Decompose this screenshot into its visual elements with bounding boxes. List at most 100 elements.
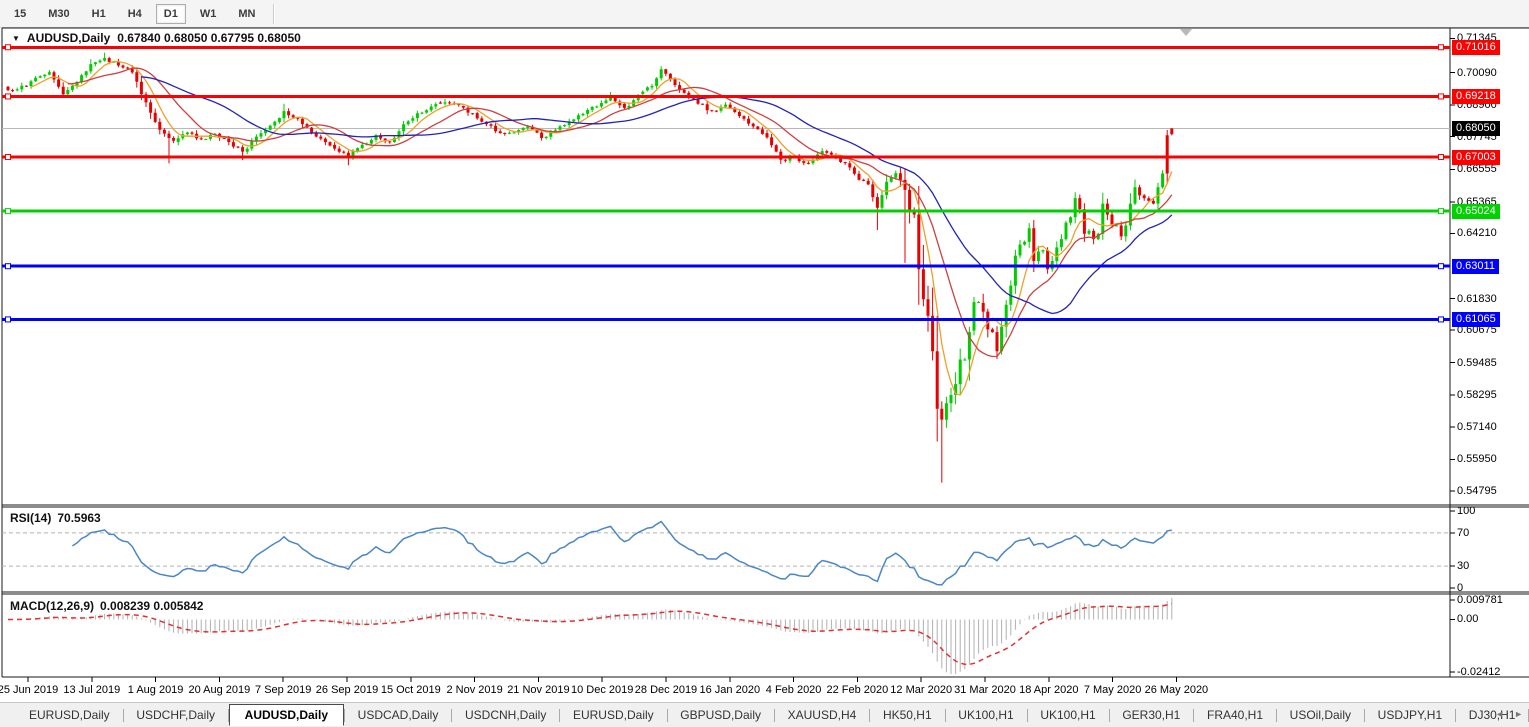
date-label: 28 Dec 2019 [634,684,698,696]
price-badge-0.69218: 0.69218 [1452,88,1500,104]
rsi-tick-label: 100 [1457,505,1476,517]
symbol-tab-USDCNH,Daily[interactable]: USDCNH,Daily [464,708,547,722]
rsi-caption: RSI(14) 70.5963 [10,511,101,525]
chart-symbol: AUDUSD,Daily [26,31,111,45]
chart-title: ▼ AUDUSD,Daily 0.67840 0.68050 0.67795 0… [12,31,301,45]
hline-anchor[interactable] [1438,316,1444,323]
chart-shift-marker[interactable] [1180,29,1192,36]
price-tick-label: 0.54795 [1457,484,1497,497]
tab-separator [1364,708,1365,722]
price-tick-label: 0.57140 [1457,420,1497,433]
macd-tick-label: -0.02412 [1457,666,1501,678]
rsi-name: RSI(14) [10,511,52,525]
symbol-tab-EURUSD,Daily[interactable]: EURUSD,Daily [29,708,110,722]
candle-wicks-down [7,56,1173,483]
timeframe-button-W1[interactable]: W1 [199,7,217,20]
price-tick-label: 0.59485 [1457,356,1497,369]
symbol-tab-HK50,H1[interactable]: HK50,H1 [882,708,932,722]
date-label: 31 Mar 2020 [954,684,1016,696]
date-label: 26 Sep 2019 [315,684,379,696]
candle-bodies-up [15,58,1165,420]
tab-separator [1026,708,1028,722]
hline-anchor[interactable] [5,208,11,215]
tab-separator [344,708,345,722]
tab-scroll-left-icon[interactable]: ◄ [1495,709,1505,719]
symbol-tab-GBPUSD,Daily[interactable]: GBPUSD,Daily [680,708,761,722]
ma-30-line [141,76,1173,315]
tab-separator [944,708,946,722]
rsi-tick-label: 0 [1457,582,1464,594]
hline-anchor[interactable] [5,263,11,270]
symbol-tab-XAUUSD,H4[interactable]: XAUUSD,H4 [787,708,857,722]
price-tick-label: 0.70090 [1457,66,1497,79]
symbol-tab-USDCAD,Daily[interactable]: USDCAD,Daily [357,708,439,722]
symbol-tab-EURUSD,Daily[interactable]: EURUSD,Daily [572,708,654,722]
hline-anchor[interactable] [5,93,11,100]
toolbar-separator [273,3,276,24]
tab-scroll-right-icon[interactable]: ► [1514,709,1523,719]
rsi-value: 70.5963 [57,511,101,525]
tab-separator [666,708,668,722]
price-tick-label: 0.55950 [1457,453,1497,466]
timeframe-button-15[interactable]: 15 [14,7,27,20]
symbol-tab-GER30,H1[interactable]: GER30,H1 [1122,708,1181,722]
hline-anchor[interactable] [1438,44,1444,51]
symbol-tab-UK100,H1[interactable]: UK100,H1 [958,708,1014,722]
tab-separator [1108,708,1110,722]
hline-anchor[interactable] [1438,263,1444,270]
price-badge-0.67003: 0.67003 [1452,149,1500,165]
timeframe-button-MN[interactable]: MN [238,7,256,20]
symbol-tab-USDJPY,H1[interactable]: USDJPY,H1 [1377,708,1443,722]
hline-anchor[interactable] [5,44,11,51]
price-tick-label: 0.61830 [1457,292,1497,305]
rsi-tick-label: 70 [1457,526,1470,539]
hline-anchor[interactable] [5,316,11,323]
symbol-tabbar: EURUSD,Daily USDCHF,Daily AUDUSD,Daily USDC… [0,702,1529,727]
symbol-tab-DJ30,H1[interactable]: DJ30,H1 [1468,708,1516,722]
tab-separator [451,708,452,722]
ma-14-line [67,67,1173,358]
price-tick-label: 0.58295 [1457,389,1497,402]
price-tick-label: 0.60675 [1457,324,1497,337]
symbol-tab-FRA40,H1[interactable]: FRA40,H1 [1207,708,1264,722]
price-badge-0.68050: 0.68050 [1452,120,1500,136]
timeframe-button-M30[interactable]: M30 [48,7,70,20]
hline-anchor[interactable] [1438,93,1444,100]
chart-ohlc: 0.67840 0.68050 0.67795 0.68050 [117,31,301,45]
price-badge-0.63011: 0.63011 [1452,258,1499,274]
tab-separator [869,708,870,722]
symbol-tab-UK100,H1[interactable]: UK100,H1 [1040,708,1096,722]
macd-caption: MACD(12,26,9) 0.008239 0.005842 [10,599,203,613]
price-badge-0.65024: 0.65024 [1452,203,1500,219]
timeframe-button-H1[interactable]: H1 [91,7,106,20]
date-label: 26 May 2020 [1144,684,1209,696]
hline-anchor[interactable] [5,154,11,161]
tab-scroll-arrows: ◄ ► [1495,709,1523,719]
tab-separator [1276,708,1277,722]
date-label: 21 Nov 2019 [507,684,570,696]
tab-separator [1193,708,1194,722]
hline-anchor[interactable] [1438,154,1444,161]
date-label: 22 Feb 2020 [826,684,889,696]
tab-separator [773,708,775,722]
hline-anchor[interactable] [1438,208,1444,215]
date-label: 25 Jun 2019 [0,684,59,696]
rsi-tick-label: 30 [1457,560,1470,573]
macd-tick-label: 0.009781 [1457,594,1503,606]
date-label: 10 Dec 2019 [570,684,634,696]
date-label: 2 Nov 2019 [446,684,503,696]
symbol-dropdown-icon[interactable]: ▼ [12,33,20,43]
symbol-tab-AUDUSD,Daily[interactable]: AUDUSD,Daily [228,704,345,726]
date-label: 12 Mar 2020 [890,684,953,696]
price-badge-0.61065: 0.61065 [1452,311,1500,327]
macd-name: MACD(12,26,9) [10,599,95,613]
timeframe-button-D1[interactable]: D1 [155,3,186,24]
date-label: 20 Aug 2019 [188,684,251,696]
date-label: 7 Sep 2019 [255,684,312,696]
symbol-tab-USDCHF,Daily[interactable]: USDCHF,Daily [136,708,216,722]
tab-separator [1455,708,1456,722]
symbol-tab-USOil,Daily[interactable]: USOil,Daily [1289,708,1352,722]
timeframe-button-H4[interactable]: H4 [127,7,142,20]
